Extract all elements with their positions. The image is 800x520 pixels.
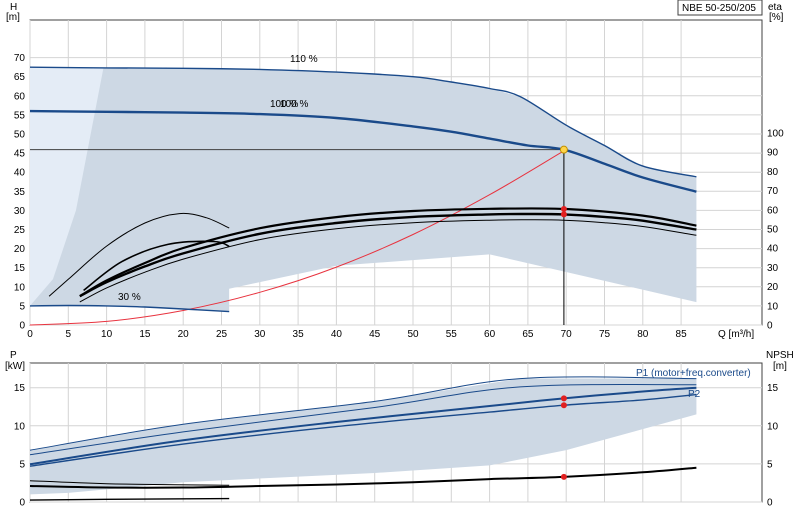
- y-tick-label: 70: [14, 53, 26, 64]
- y-right-tick-label: 10: [767, 301, 779, 312]
- y-right-tick-label: 40: [767, 244, 779, 255]
- y-right-tick-label: 70: [767, 186, 779, 197]
- y-axis-unit-h: [m]: [6, 12, 20, 23]
- operating-point-marker: [559, 145, 568, 154]
- chart-title: NBE 50-250/205: [682, 3, 756, 14]
- efficiency-curve-30: [48, 212, 230, 297]
- x-tick-label: 20: [178, 329, 190, 340]
- power-y-tick-label: 0: [19, 498, 25, 509]
- x-tick-label: 10: [101, 329, 113, 340]
- curve-label: 100 %: [280, 99, 308, 110]
- head-curve-110: [29, 66, 697, 178]
- y-tick-label: 65: [14, 72, 26, 83]
- efficiency-marker-110: [560, 206, 567, 213]
- power-npsh-plot: P1 (motor+freq.converter) P2 0 5 10 15 0 5 10 15 P…: [5, 350, 794, 509]
- head-curve-30: [29, 304, 230, 313]
- y-tick-label: 55: [14, 110, 26, 121]
- y-tick-label: 10: [14, 282, 26, 293]
- power-y-tick-label: 15: [14, 383, 26, 394]
- power-curve-p1: [29, 386, 697, 466]
- npsh-curve-30: [29, 480, 230, 486]
- x-tick-label: 50: [407, 329, 419, 340]
- x-tick-label: 45: [369, 329, 381, 340]
- y-right-tick-label: 50: [767, 225, 779, 236]
- x-tick-label: 5: [66, 329, 72, 340]
- efficiency-curve-100-low: [79, 219, 697, 303]
- npsh-y-tick-label: 5: [767, 459, 773, 470]
- y-tick-label: 25: [14, 225, 26, 236]
- head-efficiency-plot: 110 %100 %100 %30 %0 5 10 15 20 25 30 35 40 45 50 5…: [6, 0, 784, 340]
- y-tick-label: 20: [14, 244, 26, 255]
- power-curve-30: [29, 497, 230, 501]
- y-right-tick-label: 30: [767, 263, 779, 274]
- y-tick-label: 45: [14, 149, 26, 160]
- x-tick-label: 75: [599, 329, 611, 340]
- efficiency-curve-110: [79, 207, 697, 298]
- power-y-tick-label: 5: [19, 459, 25, 470]
- curve-label: 30 %: [118, 292, 141, 303]
- y-axis-unit-eta: [%]: [769, 12, 784, 23]
- series-label-p2: P2: [688, 389, 701, 400]
- x-tick-label: 85: [676, 329, 688, 340]
- x-tick-label: 65: [522, 329, 534, 340]
- npsh-y-tick-label: 15: [767, 383, 779, 394]
- y-tick-label: 5: [19, 301, 25, 312]
- y-tick-label: 0: [19, 321, 25, 332]
- power-y-tick-label: 10: [14, 421, 26, 432]
- npsh-y-tick-label: 0: [767, 498, 773, 509]
- y-axis-unit-p: [kW]: [5, 361, 25, 372]
- y-tick-label: 15: [14, 263, 26, 274]
- npsh-y-tick-label: 10: [767, 421, 779, 432]
- p1-marker: [560, 395, 567, 402]
- efficiency-curve-100: [79, 212, 697, 298]
- x-tick-label: 40: [331, 329, 343, 340]
- y-tick-label: 30: [14, 206, 26, 217]
- y-right-tick-label: 90: [767, 148, 779, 159]
- low-flow-region: [30, 67, 104, 306]
- y-tick-label: 50: [14, 130, 26, 141]
- y-right-tick-label: 20: [767, 282, 779, 293]
- x-tick-label: 70: [561, 329, 573, 340]
- y-tick-label: 60: [14, 91, 26, 102]
- x-tick-label: 0: [27, 329, 33, 340]
- x-tick-label: 60: [484, 329, 496, 340]
- power-curve-110-p2: [29, 383, 697, 456]
- npsh-marker: [560, 473, 567, 480]
- y-axis-label-npsh: NPSH: [766, 350, 794, 361]
- x-tick-label: 30: [254, 329, 266, 340]
- p2-marker: [560, 402, 567, 409]
- head-curve-100: [29, 109, 697, 193]
- efficiency-marker-100: [560, 211, 567, 218]
- power-curve-p2: [29, 393, 697, 467]
- curve-label: 100 %: [270, 99, 298, 110]
- y-axis-label-eta: eta: [768, 2, 782, 13]
- curve-label: 110 %: [290, 54, 318, 65]
- y-axis-label-p: P: [10, 350, 17, 361]
- y-tick-label: 35: [14, 187, 26, 198]
- y-axis-unit-npsh: [m]: [773, 361, 787, 372]
- title-box: [677, 0, 763, 16]
- series-label-p1: P1 (motor+freq.converter): [636, 368, 751, 379]
- x-tick-label: 35: [293, 329, 305, 340]
- x-tick-label: 80: [637, 329, 649, 340]
- y-right-tick-label: 100: [767, 129, 784, 140]
- y-right-tick-label: 60: [767, 205, 779, 216]
- y-right-tick-label: 80: [767, 167, 779, 178]
- efficiency-curve-mid: [83, 240, 230, 292]
- power-range-area: [30, 378, 697, 495]
- y-right-tick-label: 0: [767, 321, 773, 332]
- x-tick-label: 55: [446, 329, 458, 340]
- y-axis-label-h: H: [10, 2, 17, 13]
- y-tick-label: 40: [14, 168, 26, 179]
- x-axis-label-q: Q [m³/h]: [718, 329, 754, 340]
- x-tick-label: 15: [139, 329, 151, 340]
- power-curve-110: [29, 376, 697, 451]
- x-tick-label: 25: [216, 329, 228, 340]
- system-curve: [29, 150, 565, 326]
- npsh-curve: [29, 466, 697, 489]
